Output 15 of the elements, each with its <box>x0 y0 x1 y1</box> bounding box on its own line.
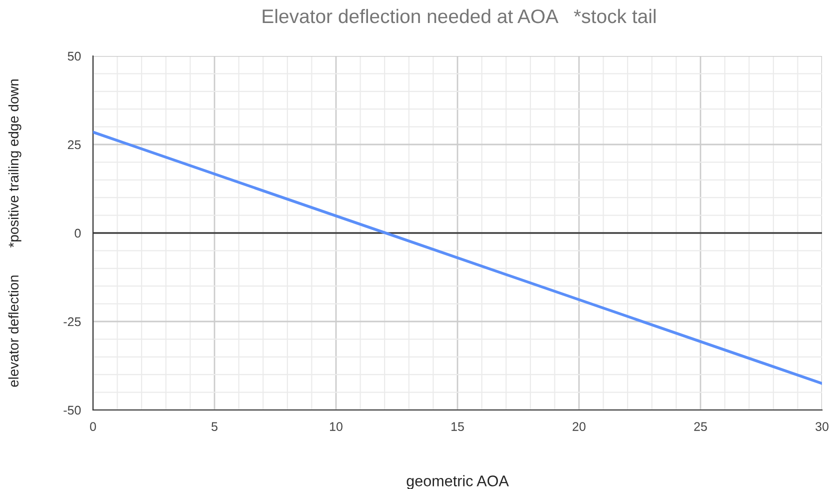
x-tick-label: 5 <box>212 422 218 431</box>
x-tick-label: 25 <box>694 422 707 431</box>
x-tick-label: 30 <box>816 422 828 431</box>
x-tick-label: 15 <box>452 422 464 431</box>
y-tick-label: 0 <box>74 228 81 238</box>
x-tick-label: 0 <box>90 422 96 431</box>
x-tick-label: 10 <box>330 422 342 431</box>
y-tick-label: 50 <box>68 52 81 61</box>
y-tick-label: 25 <box>68 140 81 150</box>
y-tick-label: -25 <box>64 317 81 326</box>
x-axis-title: geometric AOA <box>406 475 509 489</box>
y-tick-label: -50 <box>64 406 81 415</box>
chart-title: Elevator deflection needed at AOA *stock tail <box>262 8 656 24</box>
y-axis-title: elevator deflection *positive trailing edge down <box>8 79 22 387</box>
x-tick-label: 20 <box>572 422 586 431</box>
